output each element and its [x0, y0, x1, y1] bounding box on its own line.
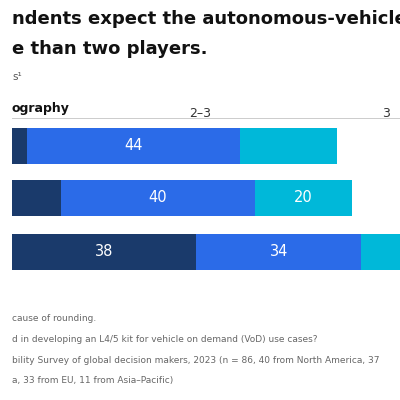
Text: cause of rounding.: cause of rounding. — [12, 314, 96, 323]
Bar — [60, 180, 254, 216]
Text: d in developing an L4/5 kit for vehicle on demand (VoD) use cases?: d in developing an L4/5 kit for vehicle … — [12, 335, 318, 344]
Bar — [361, 234, 400, 270]
Text: bility Survey of global decision makers, 2023 (n = 86, 40 from North America, 37: bility Survey of global decision makers,… — [12, 356, 380, 365]
Bar — [26, 128, 240, 164]
Text: ography: ography — [12, 102, 70, 115]
Text: e than two players.: e than two players. — [12, 40, 208, 58]
Text: 34: 34 — [270, 244, 288, 260]
Bar — [240, 128, 337, 164]
Text: 40: 40 — [148, 190, 167, 206]
Bar — [12, 180, 60, 216]
Bar — [254, 180, 352, 216]
Text: a, 33 from EU, 11 from Asia–Pacific): a, 33 from EU, 11 from Asia–Pacific) — [12, 376, 173, 386]
Text: 20: 20 — [294, 190, 312, 206]
Text: ndents expect the autonomous-vehicle: ndents expect the autonomous-vehicle — [12, 10, 400, 28]
Text: 3: 3 — [382, 107, 390, 120]
Bar — [196, 234, 361, 270]
Text: 44: 44 — [124, 138, 142, 154]
Text: 2–3: 2–3 — [189, 107, 211, 120]
Text: 38: 38 — [95, 244, 113, 260]
Bar — [12, 128, 26, 164]
Bar — [12, 234, 196, 270]
Text: s¹: s¹ — [12, 72, 22, 82]
